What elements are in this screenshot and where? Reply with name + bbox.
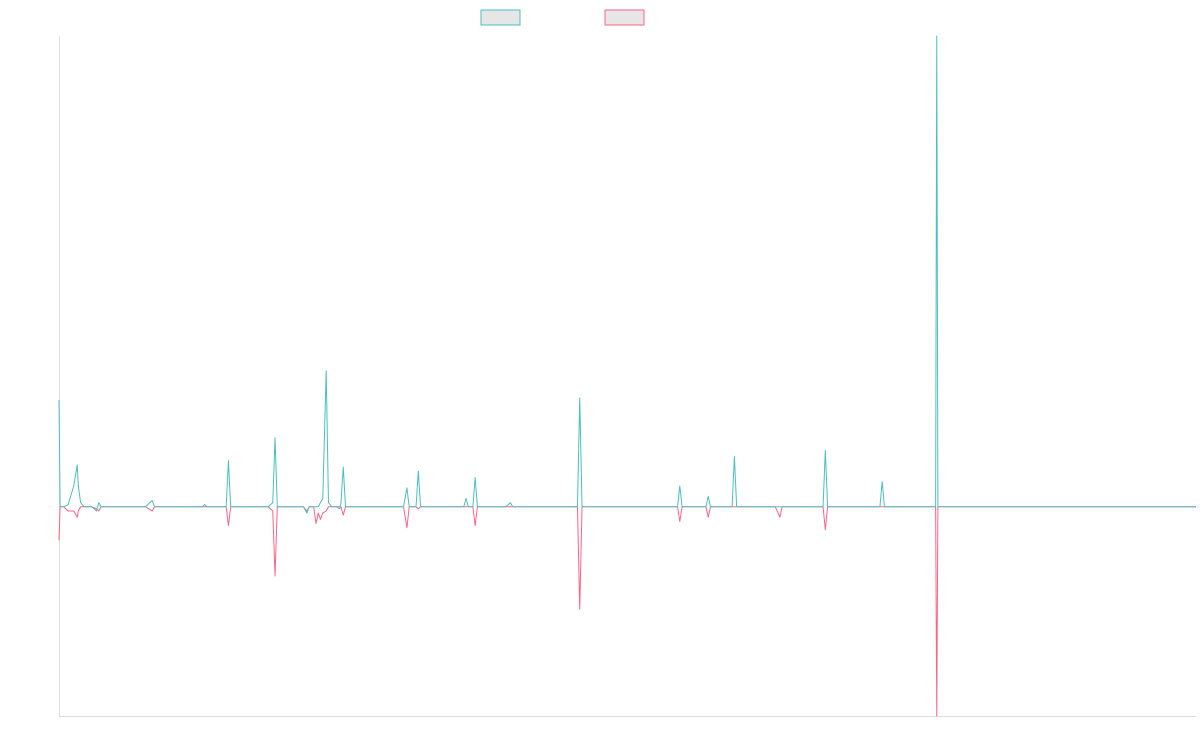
plot-area xyxy=(58,35,1196,717)
legend xyxy=(480,9,645,26)
legend-item-series-1[interactable] xyxy=(480,9,521,26)
legend-swatch-series-1[interactable] xyxy=(480,9,521,26)
series-line-1 xyxy=(58,35,1196,514)
legend-item-series-2[interactable] xyxy=(604,9,645,26)
series-line-2 xyxy=(58,506,1196,717)
legend-swatch-series-2[interactable] xyxy=(604,9,645,26)
